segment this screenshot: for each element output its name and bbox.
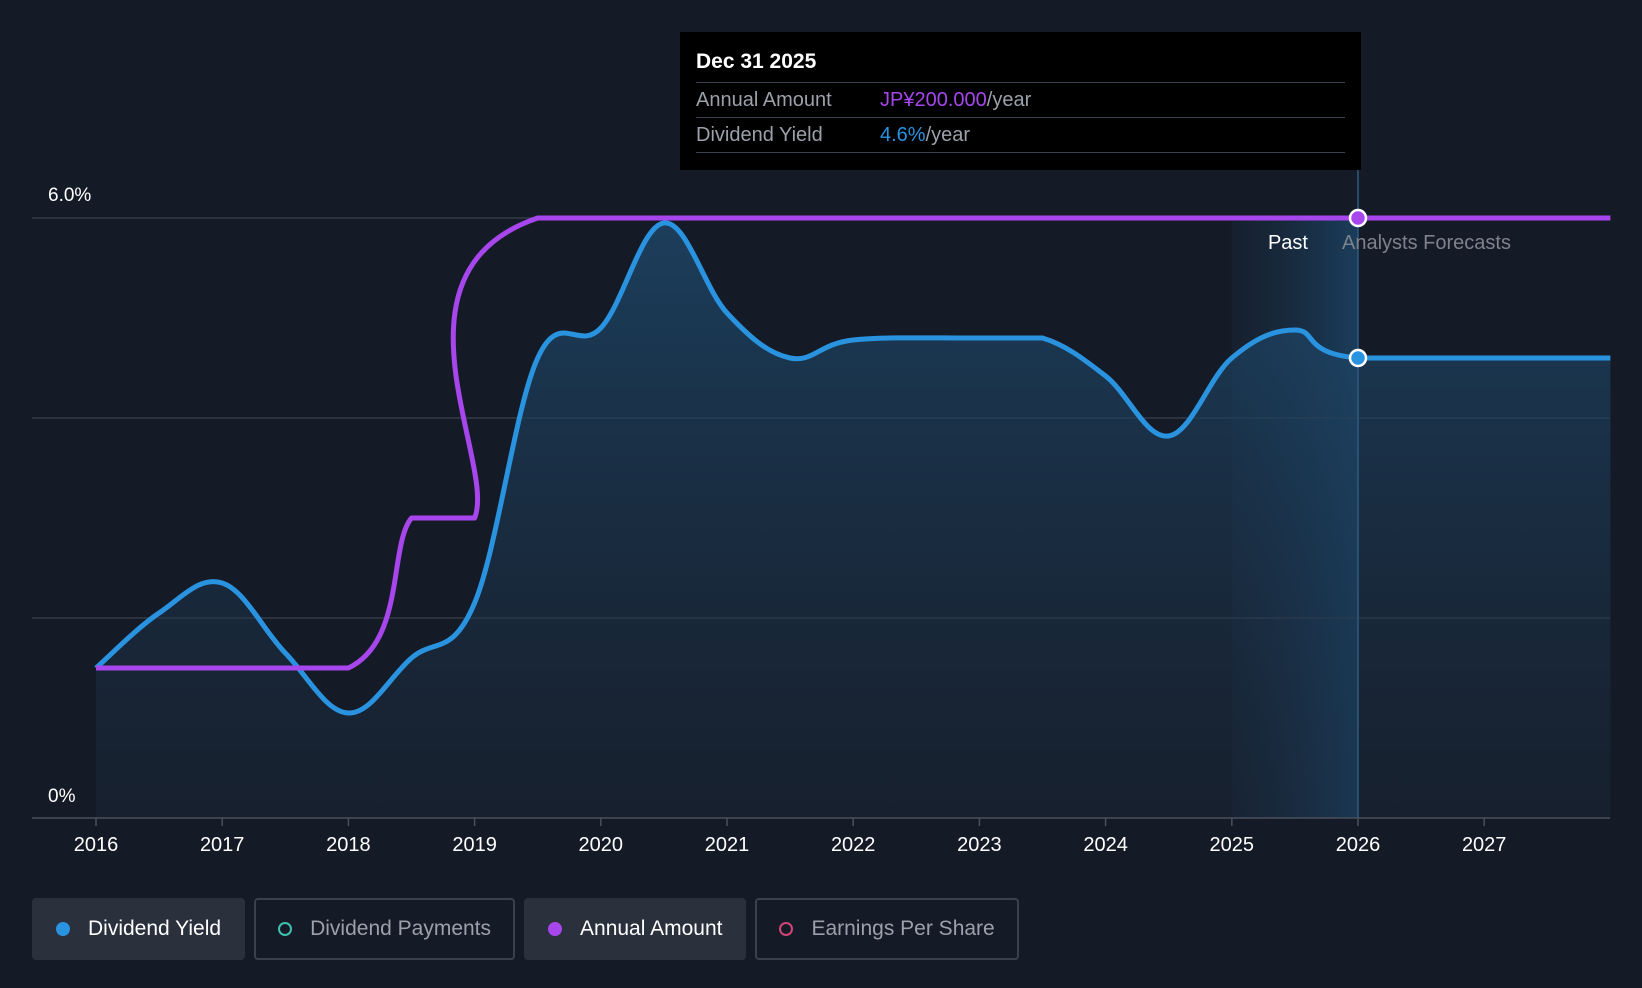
x-tick-label: 2023 (957, 834, 1002, 856)
tooltip-date: Dec 31 2025 (696, 50, 817, 73)
annual-amount-line (96, 215, 1611, 671)
dividend-yield-line (94, 220, 1611, 716)
legend-label: Annual Amount (580, 917, 723, 940)
tooltip-unit: /year (925, 124, 971, 146)
dividend-yield-marker[interactable] (1348, 348, 1368, 368)
legend-dot-icon (278, 922, 293, 936)
legend-dot-icon (548, 922, 563, 936)
tooltip-label: Annual Amount (696, 89, 832, 111)
analysts-forecasts-label: Analysts Forecasts (1342, 232, 1511, 254)
dividend-yield-area (96, 222, 1611, 818)
legend-label: Earnings Per Share (811, 917, 995, 940)
legend-dividend-payments[interactable]: Dividend Payments (254, 898, 516, 960)
tooltip-value: 4.6% (880, 124, 926, 146)
y-tick-label-top: 6.0% (48, 185, 91, 206)
x-tick-label: 2018 (326, 834, 371, 856)
legend-label: Dividend Yield (88, 917, 222, 940)
x-tick-label: 2019 (452, 834, 497, 856)
x-tick-label: 2016 (74, 834, 119, 856)
tooltip-unit: /year (986, 89, 1032, 111)
tooltip-row-annual-amount: Annual Amount JP¥200.000 /year (696, 82, 1345, 117)
x-tick-label: 2020 (579, 834, 624, 856)
legend-label: Dividend Payments (310, 917, 492, 940)
x-tick-label: 2027 (1462, 834, 1507, 856)
annual-amount-marker[interactable] (1348, 208, 1368, 228)
tooltip: Dec 31 2025 Annual Amount JP¥200.000 /ye… (680, 32, 1361, 170)
legend-dividend-yield[interactable]: Dividend Yield (32, 898, 246, 960)
legend-dot-icon (56, 922, 70, 936)
x-tick-label: 2024 (1083, 834, 1128, 856)
x-tick-label: 2017 (200, 834, 245, 856)
legend-dot-icon (779, 922, 794, 936)
y-tick-label-bottom: 0% (48, 786, 76, 807)
legend-annual-amount[interactable]: Annual Amount (524, 898, 747, 960)
x-axis-ticks: 2016 2017 2018 2019 2020 2021 2022 2023 2024 2025… (74, 818, 1507, 856)
x-tick-label: 2022 (831, 834, 876, 856)
x-tick-label: 2021 (705, 834, 750, 856)
x-tick-label: 2025 (1210, 834, 1255, 856)
legend-earnings-per-share[interactable]: Earnings Per Share (755, 898, 1019, 960)
x-tick-label: 2026 (1336, 834, 1381, 856)
tooltip-value: JP¥200.000 (880, 89, 987, 111)
tooltip-label: Dividend Yield (696, 124, 823, 146)
tooltip-row-dividend-yield: Dividend Yield 4.6% /year (696, 117, 1345, 153)
past-label: Past (1268, 232, 1308, 254)
legend: Dividend Yield Dividend Payments Annual … (32, 898, 1019, 960)
